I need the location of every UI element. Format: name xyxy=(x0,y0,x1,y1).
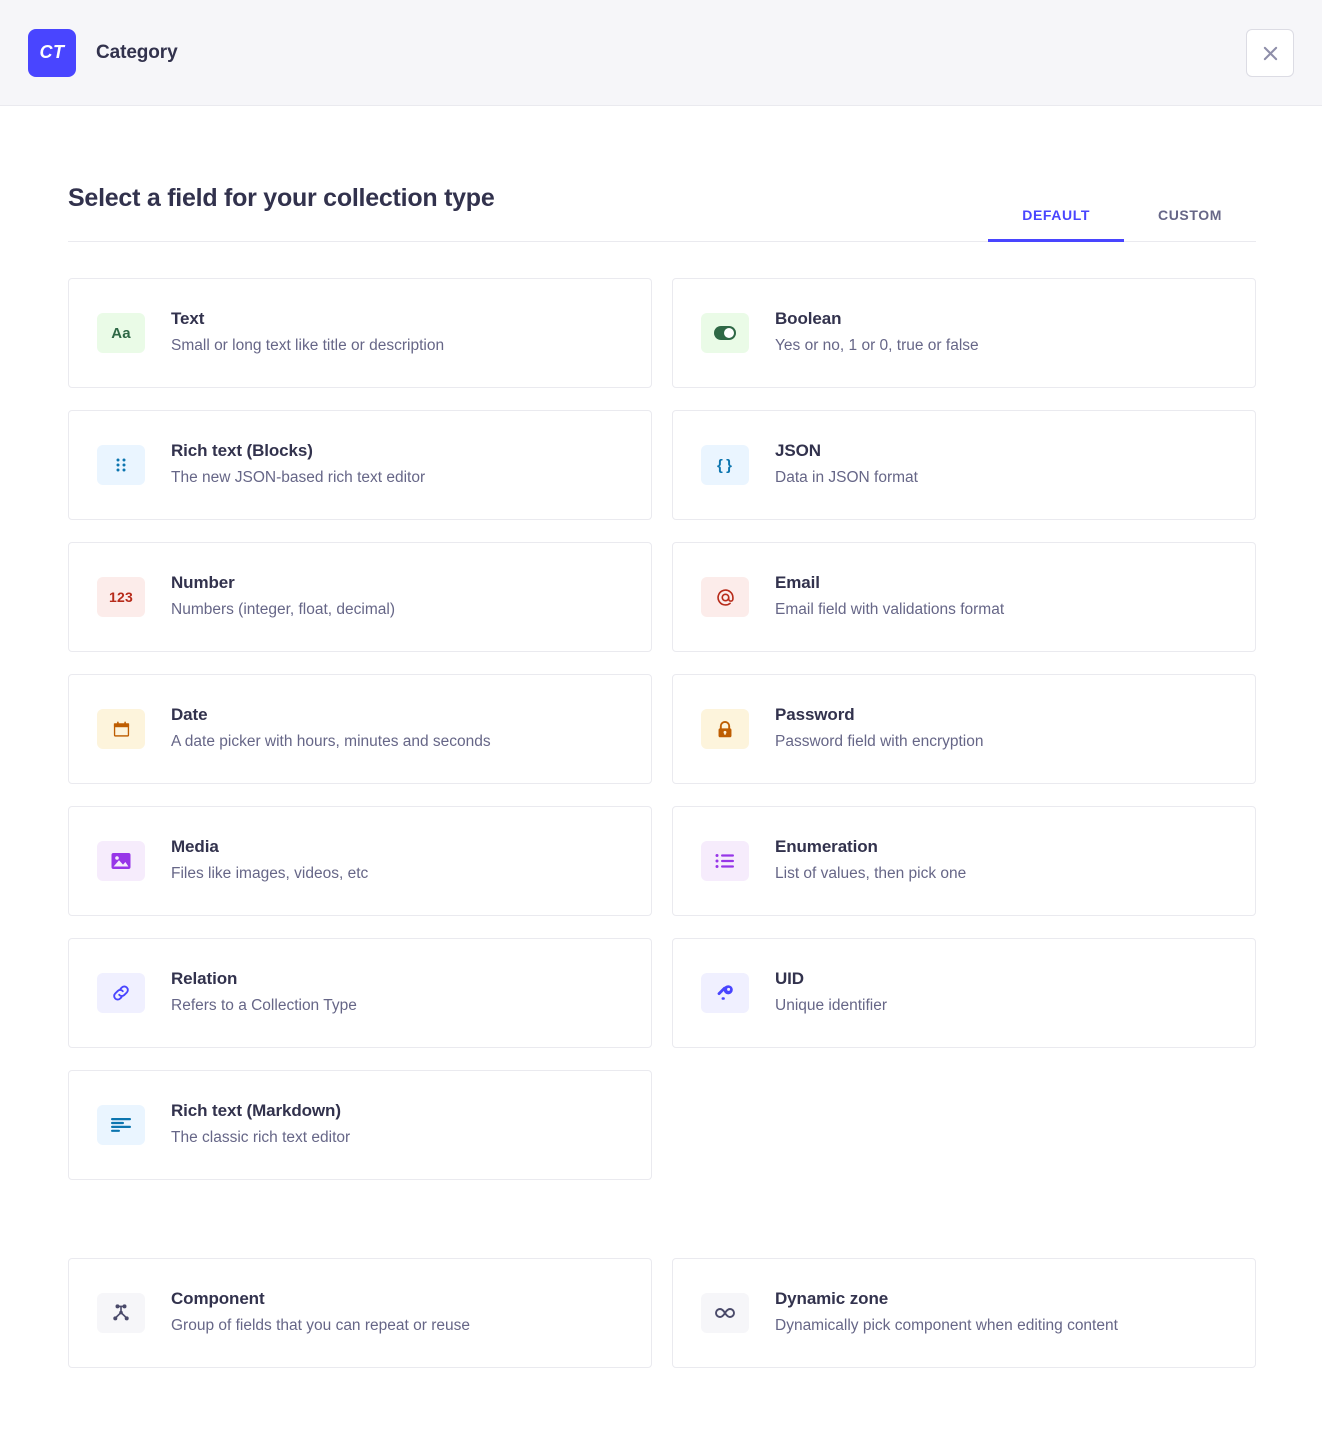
number-123-icon: 123 xyxy=(97,577,145,617)
page-title: Category xyxy=(96,41,178,63)
field-picker-body: Select a field for your collection type … xyxy=(0,106,1322,1408)
field-type-card-date[interactable]: Date A date picker with hours, minutes an… xyxy=(68,674,652,784)
align-left-icon xyxy=(97,1105,145,1145)
list-icon xyxy=(701,841,749,881)
field-type-text: Relation Refers to a Collection Type xyxy=(171,969,357,1016)
field-type-description: Files like images, videos, etc xyxy=(171,865,369,883)
field-type-card-relation[interactable]: Relation Refers to a Collection Type xyxy=(68,938,652,1048)
tab-custom[interactable]: CUSTOM xyxy=(1124,207,1256,241)
infinity-icon xyxy=(701,1293,749,1333)
field-type-text: Number Numbers (integer, float, decimal) xyxy=(171,573,395,620)
close-button[interactable] xyxy=(1246,29,1294,77)
link-icon xyxy=(97,973,145,1013)
field-type-name: Boolean xyxy=(775,309,842,329)
key-icon xyxy=(701,973,749,1013)
field-type-card-dynamic-zone[interactable]: Dynamic zone Dynamically pick component w… xyxy=(672,1258,1256,1368)
field-type-name: Relation xyxy=(171,969,238,989)
section-header: Select a field for your collection type … xyxy=(68,184,1256,242)
field-type-name: Email xyxy=(775,573,820,593)
field-type-description: Dynamically pick component when editing … xyxy=(775,1317,1118,1335)
field-type-text: Rich text (Blocks) The new JSON-based ric… xyxy=(171,441,425,488)
field-type-name: Rich text (Markdown) xyxy=(171,1101,341,1121)
field-type-description: Numbers (integer, float, decimal) xyxy=(171,601,395,619)
field-type-name: Dynamic zone xyxy=(775,1289,889,1309)
field-type-description: The classic rich text editor xyxy=(171,1129,351,1147)
field-type-description: Group of fields that you can repeat or r… xyxy=(171,1317,470,1335)
field-type-name: Password xyxy=(775,705,855,725)
field-type-text: Boolean Yes or no, 1 or 0, true or false xyxy=(775,309,979,356)
field-type-text: Media Files like images, videos, etc xyxy=(171,837,368,884)
close-icon xyxy=(1263,46,1278,61)
field-type-text: Component Group of fields that you can re… xyxy=(171,1289,470,1336)
field-type-grid: Aa Text Small or long text like title or d… xyxy=(68,278,1256,1180)
field-type-name: Enumeration xyxy=(775,837,878,857)
field-type-card-email[interactable]: Email Email field with validations format xyxy=(672,542,1256,652)
field-type-card-number[interactable]: 123 Number Numbers (integer, float, decima… xyxy=(68,542,652,652)
field-type-description: Password field with encryption xyxy=(775,733,984,751)
field-type-description: Unique identifier xyxy=(775,997,888,1015)
field-type-name: Number xyxy=(171,573,235,593)
field-type-card-component[interactable]: Component Group of fields that you can re… xyxy=(68,1258,652,1368)
field-type-tabs: DEFAULT CUSTOM xyxy=(988,207,1256,242)
field-type-card-media[interactable]: Media Files like images, videos, etc xyxy=(68,806,652,916)
field-type-name: Text xyxy=(171,309,205,329)
field-type-name: Component xyxy=(171,1289,265,1309)
field-type-text: JSON Data in JSON format xyxy=(775,441,918,488)
field-type-description: List of values, then pick one xyxy=(775,865,967,883)
field-type-text: Date A date picker with hours, minutes an… xyxy=(171,705,491,752)
field-type-text: Dynamic zone Dynamically pick component w… xyxy=(775,1289,1118,1336)
field-type-description: A date picker with hours, minutes and se… xyxy=(171,733,491,751)
field-type-card-text[interactable]: Aa Text Small or long text like title or d… xyxy=(68,278,652,388)
field-type-card-json[interactable]: { } JSON Data in JSON format xyxy=(672,410,1256,520)
field-type-text: Rich text (Markdown) The classic rich tex… xyxy=(171,1101,350,1148)
image-icon xyxy=(97,841,145,881)
field-type-description: Refers to a Collection Type xyxy=(171,997,357,1015)
advanced-field-type-grid: Component Group of fields that you can re… xyxy=(68,1258,1256,1368)
at-sign-icon xyxy=(701,577,749,617)
field-type-description: The new JSON-based rich text editor xyxy=(171,469,426,487)
field-type-name: Date xyxy=(171,705,208,725)
tab-default[interactable]: DEFAULT xyxy=(988,207,1124,242)
field-type-card-rich-text-markdown[interactable]: Rich text (Markdown) The classic rich tex… xyxy=(68,1070,652,1180)
field-type-name: UID xyxy=(775,969,804,989)
section-title: Select a field for your collection type xyxy=(68,184,495,212)
field-type-text: Text Small or long text like title or des… xyxy=(171,309,444,356)
blocks-dots-icon xyxy=(97,445,145,485)
field-type-description: Email field with validations format xyxy=(775,601,1005,619)
field-type-text: UID Unique identifier xyxy=(775,969,887,1016)
braces-icon: { } xyxy=(701,445,749,485)
toggle-icon xyxy=(701,313,749,353)
field-type-card-rich-text-blocks[interactable]: Rich text (Blocks) The new JSON-based ric… xyxy=(68,410,652,520)
field-type-description: Data in JSON format xyxy=(775,469,918,487)
field-type-card-enumeration[interactable]: Enumeration List of values, then pick one xyxy=(672,806,1256,916)
field-type-text: Password Password field with encryption xyxy=(775,705,984,752)
lock-icon xyxy=(701,709,749,749)
field-type-text: Email Email field with validations format xyxy=(775,573,1004,620)
text-aa-icon: Aa xyxy=(97,313,145,353)
field-type-name: JSON xyxy=(775,441,821,461)
field-type-card-boolean[interactable]: Boolean Yes or no, 1 or 0, true or false xyxy=(672,278,1256,388)
collection-type-badge: CT xyxy=(28,28,76,77)
field-type-description: Small or long text like title or descrip… xyxy=(171,337,445,355)
modal-header: CT Category xyxy=(0,0,1322,106)
field-type-description: Yes or no, 1 or 0, true or false xyxy=(775,337,979,355)
component-nodes-icon xyxy=(97,1293,145,1333)
field-type-name: Media xyxy=(171,837,219,857)
field-type-text: Enumeration List of values, then pick one xyxy=(775,837,966,884)
field-type-card-password[interactable]: Password Password field with encryption xyxy=(672,674,1256,784)
field-type-name: Rich text (Blocks) xyxy=(171,441,313,461)
field-type-card-uid[interactable]: UID Unique identifier xyxy=(672,938,1256,1048)
calendar-icon xyxy=(97,709,145,749)
